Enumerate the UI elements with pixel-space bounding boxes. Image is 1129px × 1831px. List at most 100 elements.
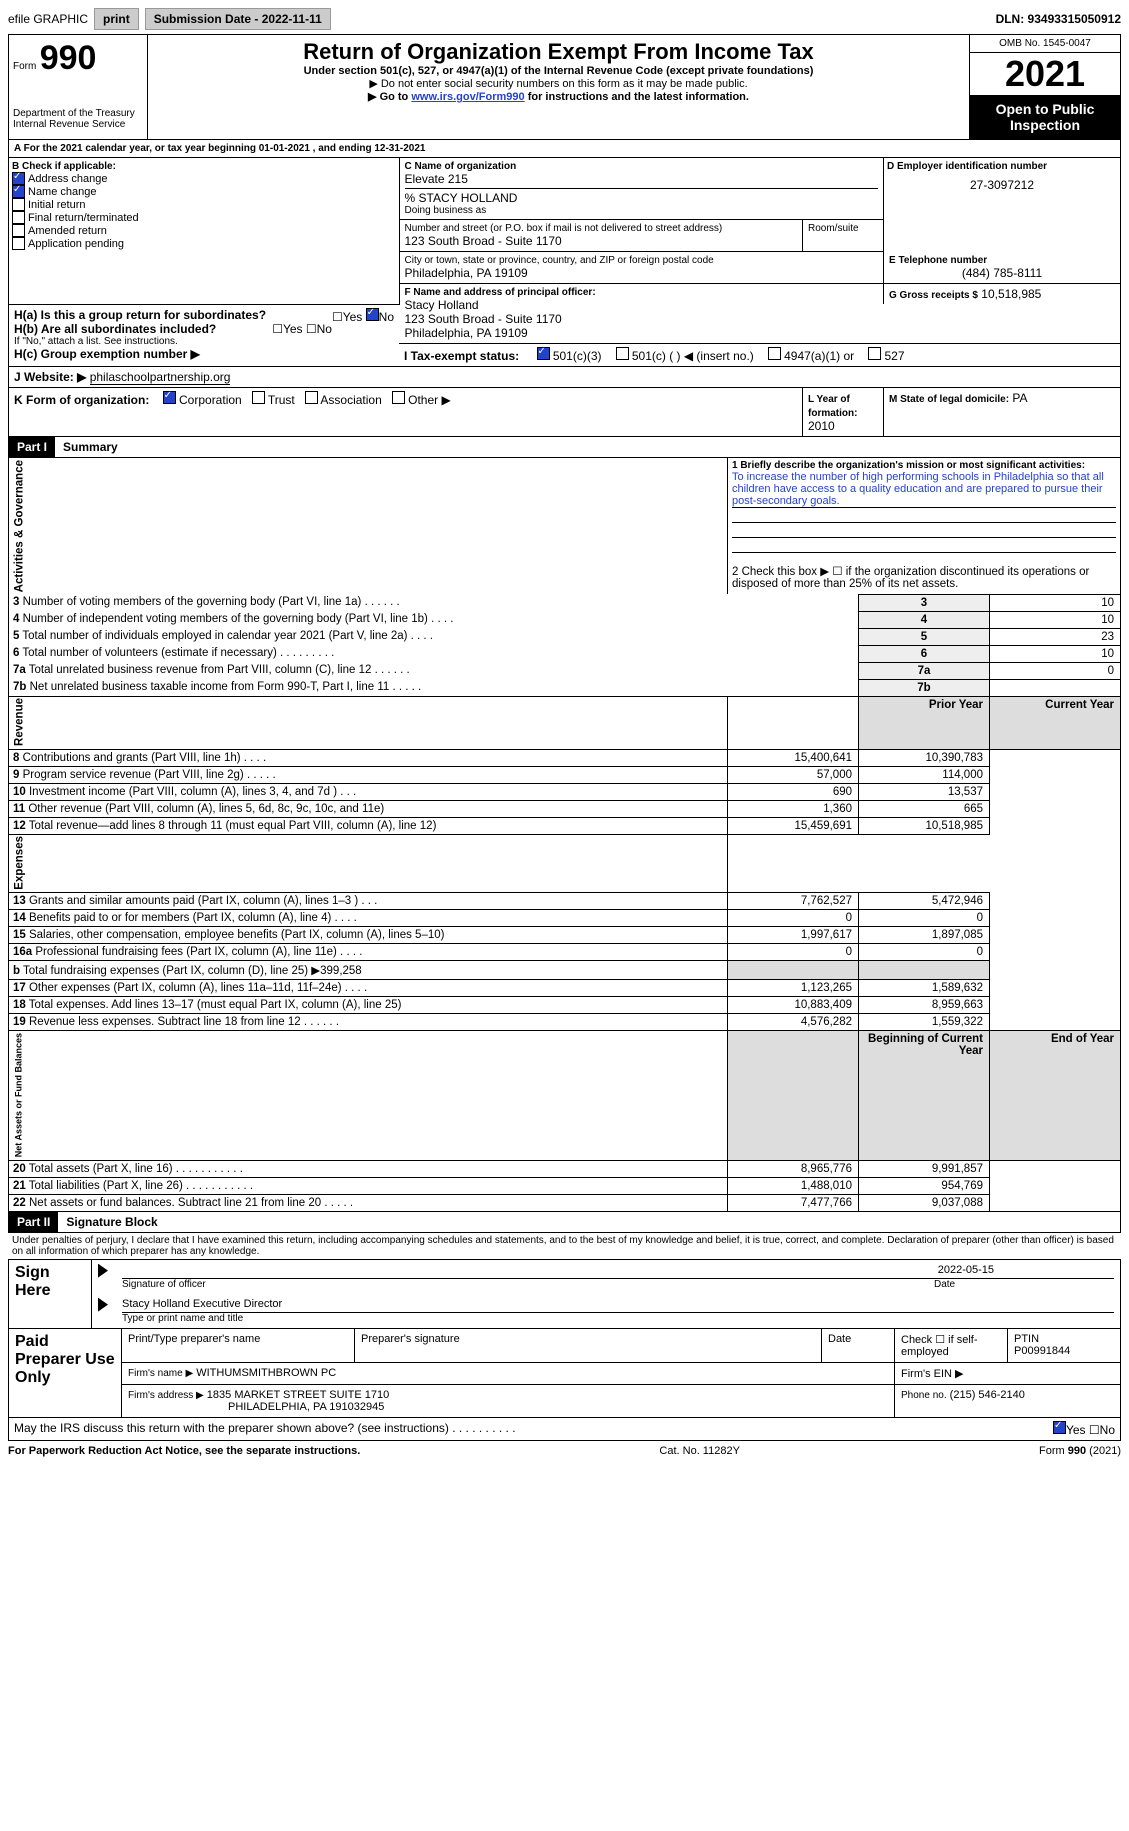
checkbox-amended-return[interactable]: Amended return [12, 224, 396, 237]
name-title-label: Type or print name and title [122, 1313, 1114, 1324]
ha-no-check [366, 308, 379, 321]
summary-row: 22 Net assets or fund balances. Subtract… [9, 1194, 1121, 1211]
section-revenue: Revenue [9, 696, 728, 749]
dept-irs: Internal Revenue Service [13, 119, 143, 130]
box-hb: H(b) Are all subordinates included? ☐Yes… [14, 322, 394, 336]
section-net-assets: Net Assets or Fund Balances [9, 1031, 728, 1160]
checkbox-final-return-terminated[interactable]: Final return/terminated [12, 211, 396, 224]
signature-table: Sign Here 2022-05-15 Signature of office… [8, 1260, 1121, 1329]
summary-row: 3 Number of voting members of the govern… [9, 594, 1121, 611]
topbar: efile GRAPHIC print Submission Date - 20… [8, 8, 1121, 30]
ptin-label: PTIN [1014, 1333, 1114, 1345]
website-value: philaschoolpartnership.org [90, 370, 231, 385]
checkbox-initial-return[interactable]: Initial return [12, 198, 396, 211]
dln-label: DLN: 93493315050912 [996, 12, 1121, 26]
current-year-hdr: Current Year [990, 696, 1121, 749]
ptin-value: P00991844 [1014, 1345, 1114, 1357]
omb-number: OMB No. 1545-0047 [970, 35, 1120, 53]
discuss-row: May the IRS discuss this return with the… [8, 1418, 1121, 1441]
print-button[interactable]: print [94, 8, 139, 30]
form-org-opt[interactable]: Corporation [163, 393, 242, 407]
begin-year-hdr: Beginning of Current Year [859, 1031, 990, 1160]
summary-table: Activities & Governance 1 Briefly descri… [8, 458, 1121, 1212]
part-i-header: Part I Summary [8, 437, 1121, 458]
irs-link[interactable]: www.irs.gov/Form990 [411, 91, 524, 103]
form-ref: Form 990 (2021) [1039, 1445, 1121, 1457]
form-org-opt[interactable]: Association [305, 393, 382, 407]
line-2: 2 Check this box ▶ ☐ if the organization… [728, 562, 1121, 595]
prep-name-label: Print/Type preparer's name [122, 1329, 355, 1363]
tax-status-opt[interactable]: 501(c)(3) [537, 349, 602, 363]
summary-row: 18 Total expenses. Add lines 13–17 (must… [9, 997, 1121, 1014]
part-i-label: Part I [9, 437, 55, 457]
box-ha: H(a) Is this a group return for subordin… [14, 308, 394, 322]
mission-label: 1 Briefly describe the organization's mi… [732, 460, 1116, 471]
summary-row: 21 Total liabilities (Part X, line 26) .… [9, 1177, 1121, 1194]
section-expenses: Expenses [9, 834, 728, 893]
checkbox-address-change[interactable]: Address change [12, 172, 396, 185]
summary-row: 14 Benefits paid to or for members (Part… [9, 910, 1121, 927]
state-domicile: PA [1012, 391, 1027, 405]
prior-year-hdr: Prior Year [859, 696, 990, 749]
summary-row: 7a Total unrelated business revenue from… [9, 662, 1121, 679]
arrow-icon [98, 1298, 108, 1312]
officer-addr1: 123 South Broad - Suite 1170 [405, 312, 879, 326]
summary-row: 4 Number of independent voting members o… [9, 611, 1121, 628]
end-year-hdr: End of Year [990, 1031, 1121, 1160]
summary-row: 9 Program service revenue (Part VIII, li… [9, 766, 1121, 783]
officer-name: Stacy Holland [405, 298, 879, 312]
checkbox-application-pending[interactable]: Application pending [12, 237, 396, 250]
paid-preparer-label: Paid Preparer Use Only [9, 1329, 122, 1418]
preparer-table: Paid Preparer Use Only Print/Type prepar… [8, 1329, 1121, 1418]
summary-row: 17 Other expenses (Part IX, column (A), … [9, 980, 1121, 997]
city-state-zip: Philadelphia, PA 19109 [405, 266, 879, 280]
box-i-label: I Tax-exempt status: [404, 349, 519, 363]
submission-date-button[interactable]: Submission Date - 2022-11-11 [145, 8, 331, 30]
form-number: 990 [40, 39, 97, 77]
box-hc: H(c) Group exemption number ▶ [14, 347, 394, 361]
room-suite-label: Room/suite [803, 220, 884, 252]
summary-row: 8 Contributions and grants (Part VIII, l… [9, 749, 1121, 766]
paperwork-notice: For Paperwork Reduction Act Notice, see … [8, 1445, 360, 1457]
box-g-label: G Gross receipts $ [889, 290, 978, 301]
perjury-declaration: Under penalties of perjury, I declare th… [8, 1233, 1121, 1260]
org-name: Elevate 215 [405, 172, 879, 186]
tax-status-opt[interactable]: 527 [868, 349, 904, 363]
summary-row: 20 Total assets (Part X, line 16) . . . … [9, 1160, 1121, 1177]
form-subtitle-1: Under section 501(c), 527, or 4947(a)(1)… [156, 65, 961, 77]
dept-treasury: Department of the Treasury [13, 108, 143, 119]
firm-phone: (215) 546-2140 [950, 1389, 1025, 1401]
form-org-opt[interactable]: Trust [252, 393, 295, 407]
part-i-title: Summary [55, 437, 126, 457]
discuss-yes-check [1053, 1421, 1066, 1434]
sig-date: 2022-05-15 [938, 1264, 994, 1278]
summary-row: 15 Salaries, other compensation, employe… [9, 927, 1121, 944]
city-label: City or town, state or province, country… [405, 255, 879, 266]
officer-addr2: Philadelphia, PA 19109 [405, 326, 879, 340]
section-governance: Activities & Governance [9, 458, 728, 594]
summary-row: 19 Revenue less expenses. Subtract line … [9, 1014, 1121, 1031]
tax-status-opt[interactable]: 4947(a)(1) or [768, 349, 854, 363]
sign-here-label: Sign Here [9, 1260, 92, 1329]
mission-text: To increase the number of high performin… [732, 471, 1116, 508]
street-address: 123 South Broad - Suite 1170 [405, 234, 798, 248]
firm-addr2: PHILADELPHIA, PA 191032945 [128, 1401, 888, 1413]
part-ii-header: Part II Signature Block [8, 1212, 1121, 1233]
identification-grid: B Check if applicable: Address changeNam… [8, 158, 1121, 437]
tax-status-opt[interactable]: 501(c) ( ) ◀ (insert no.) [616, 349, 754, 363]
checkbox-name-change[interactable]: Name change [12, 185, 396, 198]
form-header-table: Form 990 Department of the Treasury Inte… [8, 34, 1121, 140]
form-subtitle-2: ▶ Do not enter social security numbers o… [156, 77, 961, 90]
box-f-label: F Name and address of principal officer: [405, 287, 879, 298]
box-d-label: D Employer identification number [887, 161, 1117, 172]
summary-row: 11 Other revenue (Part VIII, column (A),… [9, 800, 1121, 817]
summary-row: 7b Net unrelated business taxable income… [9, 679, 1121, 696]
part-ii-title: Signature Block [58, 1212, 165, 1232]
box-j-label: J Website: ▶ [14, 370, 86, 384]
box-l-label: L Year of formation: [808, 394, 857, 419]
dba-label: Doing business as [405, 205, 879, 216]
summary-row: 13 Grants and similar amounts paid (Part… [9, 893, 1121, 910]
form-org-opt[interactable]: Other ▶ [392, 393, 451, 407]
self-employed-check: Check ☐ if self-employed [895, 1329, 1008, 1363]
form-subtitle-3: ▶ Go to www.irs.gov/Form990 for instruct… [156, 90, 961, 103]
